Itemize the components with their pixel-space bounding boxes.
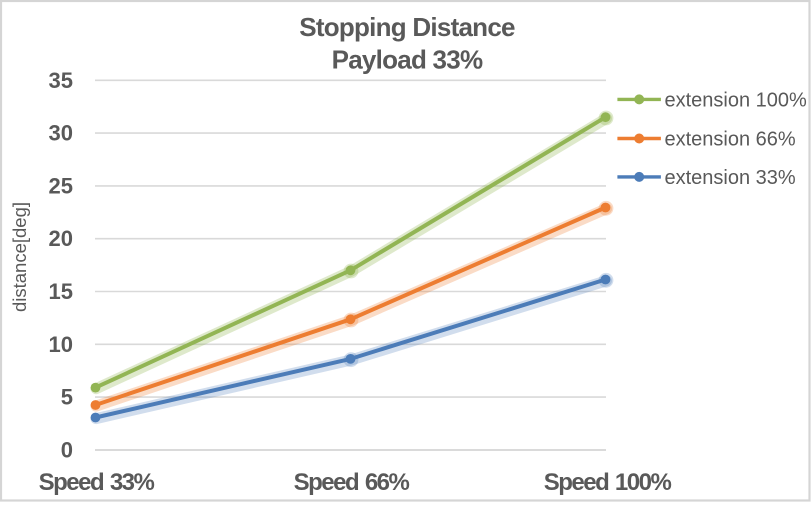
svg-text:Stopping Distance: Stopping Distance — [299, 12, 515, 42]
svg-text:extension 33%: extension 33% — [665, 167, 796, 189]
svg-text:25: 25 — [49, 173, 73, 198]
svg-text:distance[deg]: distance[deg] — [9, 202, 30, 312]
svg-text:extension 66%: extension 66% — [665, 129, 796, 151]
svg-text:0: 0 — [61, 438, 73, 463]
svg-text:extension 100%: extension 100% — [665, 89, 808, 111]
svg-text:35: 35 — [49, 68, 73, 93]
svg-text:Speed 100%: Speed 100% — [544, 469, 672, 496]
svg-text:10: 10 — [49, 332, 73, 357]
svg-text:30: 30 — [49, 121, 73, 146]
svg-text:Speed 33%: Speed 33% — [39, 469, 155, 496]
svg-text:20: 20 — [49, 226, 73, 251]
svg-text:15: 15 — [49, 279, 73, 304]
svg-text:Payload 33%: Payload 33% — [332, 45, 483, 75]
svg-text:5: 5 — [61, 385, 73, 410]
svg-text:Speed 66%: Speed 66% — [294, 469, 410, 496]
